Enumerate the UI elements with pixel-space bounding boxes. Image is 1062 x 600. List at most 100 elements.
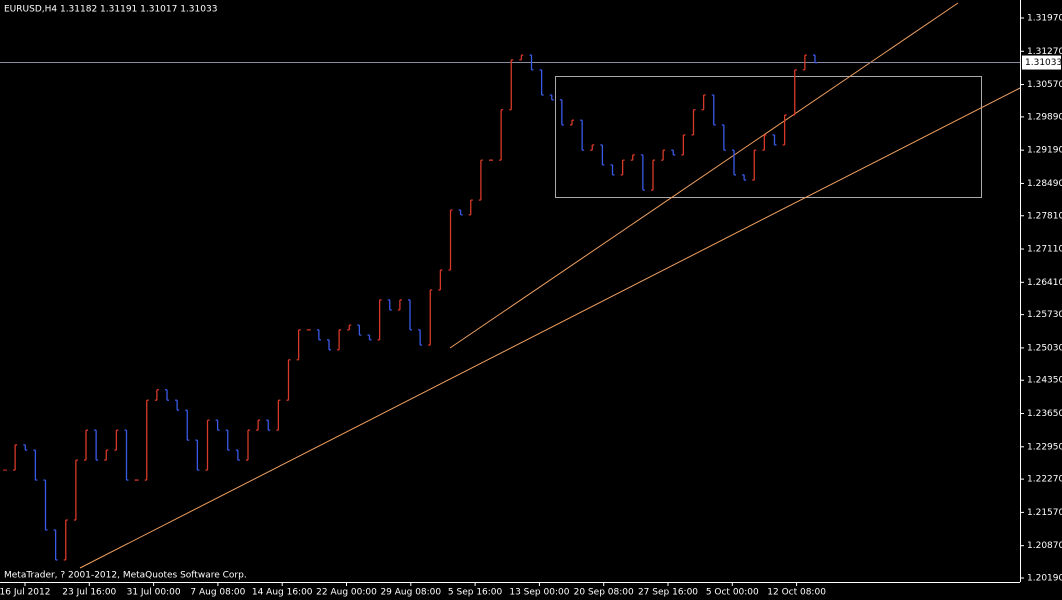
price-bar [509, 59, 514, 111]
price-bar [529, 54, 534, 71]
price-bar [367, 334, 372, 341]
price-bar [397, 299, 402, 311]
price-bar [235, 449, 240, 461]
price-bar [357, 324, 362, 336]
price-bar [590, 144, 595, 151]
price-bar [53, 529, 58, 561]
x-tick-label: 29 Aug 08:00 [380, 588, 441, 598]
price-bar [661, 149, 666, 161]
y-tick-label: 1.31270 [1027, 47, 1062, 57]
y-tick-label: 1.25030 [1027, 343, 1062, 353]
price-bar [742, 174, 747, 181]
price-bar [559, 99, 564, 126]
price-bar [792, 69, 797, 116]
current-price-box [1022, 55, 1061, 70]
x-tick-label: 12 Oct 08:00 [767, 588, 826, 598]
price-bar [408, 299, 412, 331]
price-bar [418, 329, 423, 346]
price-bar [499, 109, 504, 161]
x-tick-label: 16 Jul 2012 [0, 588, 50, 598]
price-bar [539, 69, 544, 96]
price-bar [13, 444, 18, 471]
price-bar [681, 134, 686, 156]
price-bar [478, 159, 483, 201]
price-bar [711, 94, 716, 126]
price-bar [337, 329, 342, 351]
price-bar [266, 419, 271, 431]
price-bar [175, 399, 180, 411]
price-bar [94, 429, 99, 461]
price-bar [246, 429, 250, 461]
chart-title: EURUSD,H4 1.31182 1.31191 1.31017 1.3103… [4, 5, 217, 15]
price-bar [185, 409, 190, 441]
trend-line [449, 2, 959, 349]
price-bar [23, 444, 28, 451]
footer: MetaTrader, ? 2001-2012, MetaQuotes Soft… [4, 571, 247, 581]
price-bar [428, 289, 433, 346]
x-tick-label: 5 Oct 00:00 [706, 588, 759, 598]
price-bar [772, 134, 777, 146]
price-bar [802, 54, 807, 71]
x-tick-label: 27 Sep 16:00 [638, 588, 698, 598]
price-bar [732, 149, 736, 176]
y-tick-label: 1.27810 [1027, 211, 1062, 221]
price-bar [225, 429, 230, 451]
price-bar [104, 449, 109, 461]
price-bar [327, 339, 331, 351]
price-bar [347, 324, 352, 331]
x-tick-label: 23 Jul 16:00 [62, 588, 116, 598]
price-bar [570, 119, 574, 126]
price-bar [124, 429, 129, 481]
price-bar [782, 114, 787, 146]
y-tick-label: 1.31970 [1027, 14, 1062, 24]
y-tick-label: 1.21570 [1027, 508, 1062, 518]
x-tick-label: 20 Sep 08:00 [574, 588, 634, 598]
x-tick-label: 13 Sep 00:00 [509, 588, 569, 598]
price-bar [387, 299, 392, 311]
price-bar [468, 199, 473, 216]
price-bar [296, 329, 301, 361]
price-bar [701, 94, 706, 111]
price-bar [620, 159, 625, 176]
price-bar [752, 149, 757, 181]
price-bar [195, 439, 200, 471]
price-bar [721, 124, 726, 151]
price-bar [630, 154, 635, 161]
price-bar [114, 429, 119, 451]
y-tick-label: 1.28490 [1027, 179, 1062, 189]
y-tick-label: 1.20870 [1027, 541, 1062, 551]
price-bar [205, 419, 210, 471]
price-bar [691, 109, 696, 136]
x-tick-label: 22 Aug 00:00 [316, 588, 377, 598]
y-tick-label: 1.22270 [1027, 475, 1062, 485]
price-bar [33, 449, 38, 481]
y-tick-label: 1.20190 [1027, 574, 1062, 584]
y-tick-label: 1.29190 [1027, 146, 1062, 156]
price-bar [43, 479, 48, 531]
price-bar [640, 154, 645, 191]
current-price-label: 1.31033 [1025, 58, 1062, 68]
price-bar [762, 134, 767, 151]
price-bar [154, 389, 159, 401]
trend-line [79, 87, 1021, 569]
y-tick-label: 1.24350 [1027, 376, 1062, 386]
price-bar [165, 389, 169, 401]
price-bar [316, 329, 321, 341]
range-rectangle [555, 76, 982, 198]
price-bar [215, 419, 220, 431]
x-tick-label: 31 Jul 00:00 [127, 588, 181, 598]
price-bar [519, 54, 524, 61]
price-bar [580, 119, 585, 151]
price-bar [651, 159, 655, 191]
x-tick-label: 5 Sep 16:00 [448, 588, 503, 598]
price-bar [144, 399, 149, 481]
y-tick-label: 1.30570 [1027, 80, 1062, 90]
price-bar [610, 164, 615, 176]
price-bar [84, 429, 88, 461]
price-bar [813, 54, 817, 64]
price-bar [73, 459, 78, 521]
price-bar [671, 149, 676, 156]
price-bar [448, 209, 453, 271]
price-bar [256, 419, 261, 431]
